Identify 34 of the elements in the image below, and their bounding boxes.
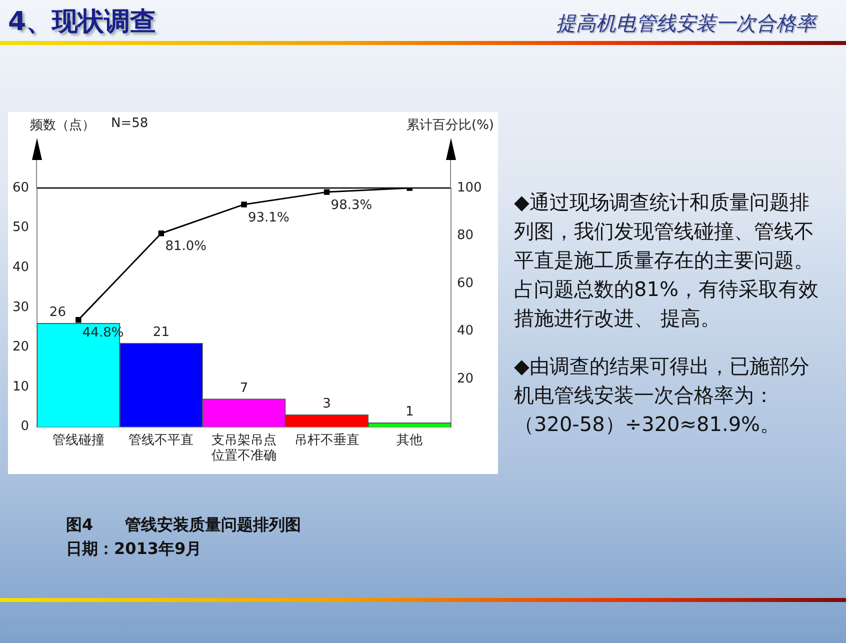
y-tick-label: 10: [12, 379, 29, 394]
text: 提高机电管线安装一次合格率: [556, 10, 816, 37]
text: ◆由调查的结果可得出，已施部分机电管线安装一次合格率为：（320-58）÷320≈81.9%。: [514, 353, 810, 438]
data-label: 1: [405, 404, 414, 420]
y2-tick-label: 80: [457, 228, 474, 244]
x-tick-label: 吊杆不垂直: [294, 432, 360, 448]
y-tick-label: 40: [12, 260, 29, 275]
x-tick-label: 支吊架吊点位置不准确: [212, 432, 276, 464]
data-label: 3: [322, 396, 331, 412]
x-tick-label: 管线不平直: [128, 432, 194, 448]
y-tick-label: 30: [12, 300, 29, 315]
y2-tick-label: 40: [457, 324, 474, 339]
y2-tick-label: 100: [457, 180, 482, 196]
x-tick-label: 管线碰撞: [52, 432, 104, 448]
data-label: 7: [240, 380, 248, 396]
text: ◆通过现场调查统计和质量问题排列图，我们发现管线碰撞、管线不平直是施工质量存在的主要问题。占问题总数的81%，有待采取有效措施进行改进、 提高。: [514, 189, 820, 332]
text: 日期：2013年9月: [66, 538, 203, 560]
y-tick-label: 0: [20, 419, 29, 434]
y2-tick-label: 60: [457, 276, 474, 291]
data-label: 98.3%: [330, 198, 372, 213]
chart-title: 4、现状调查: [8, 6, 156, 39]
x-tick-label: 其他: [396, 432, 423, 448]
data-label: 93.1%: [248, 210, 290, 226]
y-axis-title: 频数（点）: [30, 117, 95, 134]
data-label: 21: [152, 325, 170, 340]
y-tick-label: 50: [12, 220, 29, 236]
data-label: 26: [49, 305, 66, 320]
y2-axis-title: 累计百分比(%): [406, 117, 494, 134]
caption: 图4 管线安装质量问题排列图: [66, 514, 302, 536]
text: N=58: [111, 116, 148, 131]
y2-tick-label: 20: [457, 371, 474, 386]
data-label: 81.0%: [165, 239, 207, 254]
y-tick-label: 60: [12, 180, 29, 196]
y-tick-label: 20: [12, 340, 29, 355]
